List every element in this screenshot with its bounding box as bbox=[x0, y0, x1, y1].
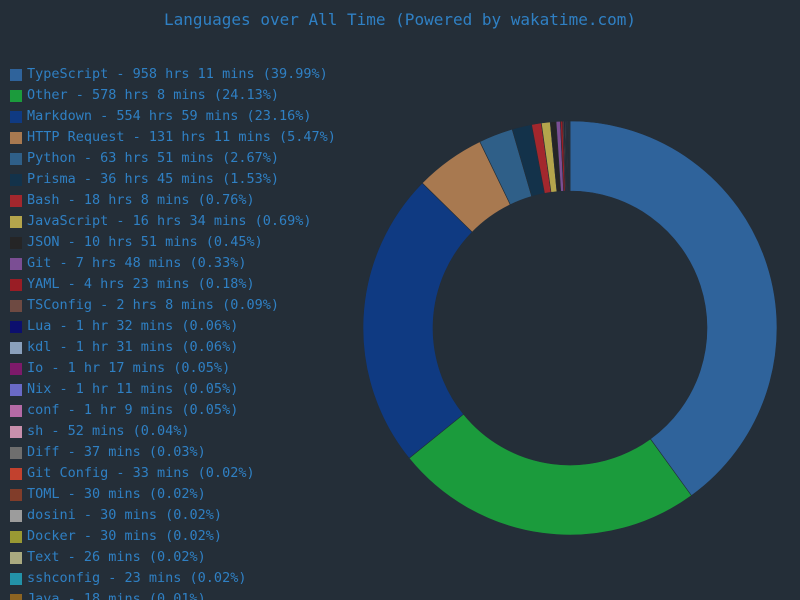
legend-item: Bash - 18 hrs 8 mins (0.76%) bbox=[10, 190, 350, 211]
legend-label: Diff - 37 mins (0.03%) bbox=[27, 444, 206, 460]
legend-label: YAML - 4 hrs 23 mins (0.18%) bbox=[27, 276, 255, 292]
legend-label: HTTP Request - 131 hrs 11 mins (5.47%) bbox=[27, 129, 336, 145]
legend-swatch bbox=[10, 257, 22, 270]
legend-swatch bbox=[10, 341, 22, 354]
legend-item: Java - 18 mins (0.01%) bbox=[10, 589, 350, 600]
legend-swatch bbox=[10, 278, 22, 291]
legend-swatch bbox=[10, 425, 22, 438]
legend-item: Git Config - 33 mins (0.02%) bbox=[10, 463, 350, 484]
donut-slice-markdown bbox=[362, 182, 473, 459]
legend-label: Other - 578 hrs 8 mins (24.13%) bbox=[27, 87, 279, 103]
legend-label: Python - 63 hrs 51 mins (2.67%) bbox=[27, 150, 279, 166]
legend-label: Markdown - 554 hrs 59 mins (23.16%) bbox=[27, 108, 312, 124]
legend-item: Other - 578 hrs 8 mins (24.13%) bbox=[10, 85, 350, 106]
legend-item: Nix - 1 hr 11 mins (0.05%) bbox=[10, 379, 350, 400]
legend-item: Markdown - 554 hrs 59 mins (23.16%) bbox=[10, 106, 350, 127]
donut-slice-other bbox=[408, 413, 692, 536]
legend-item: Io - 1 hr 17 mins (0.05%) bbox=[10, 358, 350, 379]
legend-swatch bbox=[10, 299, 22, 312]
legend-label: Lua - 1 hr 32 mins (0.06%) bbox=[27, 318, 239, 334]
legend-swatch bbox=[10, 194, 22, 207]
legend-label: sh - 52 mins (0.04%) bbox=[27, 423, 190, 439]
legend-swatch bbox=[10, 593, 22, 600]
chart-legend: TypeScript - 958 hrs 11 mins (39.99%) Oth… bbox=[10, 64, 350, 600]
legend-label: Git Config - 33 mins (0.02%) bbox=[27, 465, 255, 481]
legend-item: Prisma - 36 hrs 45 mins (1.53%) bbox=[10, 169, 350, 190]
legend-item: sshconfig - 23 mins (0.02%) bbox=[10, 568, 350, 589]
legend-item: HTTP Request - 131 hrs 11 mins (5.47%) bbox=[10, 127, 350, 148]
legend-item: Diff - 37 mins (0.03%) bbox=[10, 442, 350, 463]
legend-label: TSConfig - 2 hrs 8 mins (0.09%) bbox=[27, 297, 279, 313]
legend-swatch bbox=[10, 362, 22, 375]
legend-swatch bbox=[10, 173, 22, 186]
legend-swatch bbox=[10, 446, 22, 459]
legend-swatch bbox=[10, 404, 22, 417]
legend-label: Bash - 18 hrs 8 mins (0.76%) bbox=[27, 192, 255, 208]
legend-swatch bbox=[10, 89, 22, 102]
legend-item: kdl - 1 hr 31 mins (0.06%) bbox=[10, 337, 350, 358]
legend-item: JSON - 10 hrs 51 mins (0.45%) bbox=[10, 232, 350, 253]
legend-swatch bbox=[10, 320, 22, 333]
legend-swatch bbox=[10, 467, 22, 480]
legend-swatch bbox=[10, 572, 22, 585]
legend-label: Git - 7 hrs 48 mins (0.33%) bbox=[27, 255, 247, 271]
legend-label: JavaScript - 16 hrs 34 mins (0.69%) bbox=[27, 213, 312, 229]
legend-swatch bbox=[10, 530, 22, 543]
legend-label: conf - 1 hr 9 mins (0.05%) bbox=[27, 402, 239, 418]
legend-label: Io - 1 hr 17 mins (0.05%) bbox=[27, 360, 231, 376]
chart-title: Languages over All Time (Powered by waka… bbox=[163, 10, 636, 29]
legend-item: Python - 63 hrs 51 mins (2.67%) bbox=[10, 148, 350, 169]
legend-item: JavaScript - 16 hrs 34 mins (0.69%) bbox=[10, 211, 350, 232]
legend-swatch bbox=[10, 236, 22, 249]
legend-label: kdl - 1 hr 31 mins (0.06%) bbox=[27, 339, 239, 355]
legend-item: Git - 7 hrs 48 mins (0.33%) bbox=[10, 253, 350, 274]
legend-item: sh - 52 mins (0.04%) bbox=[10, 421, 350, 442]
legend-item: TOML - 30 mins (0.02%) bbox=[10, 484, 350, 505]
legend-label: Nix - 1 hr 11 mins (0.05%) bbox=[27, 381, 239, 397]
legend-label: Java - 18 mins (0.01%) bbox=[27, 591, 206, 600]
legend-label: JSON - 10 hrs 51 mins (0.45%) bbox=[27, 234, 263, 250]
legend-item: YAML - 4 hrs 23 mins (0.18%) bbox=[10, 274, 350, 295]
legend-item: dosini - 30 mins (0.02%) bbox=[10, 505, 350, 526]
legend-label: dosini - 30 mins (0.02%) bbox=[27, 507, 223, 523]
legend-swatch bbox=[10, 509, 22, 522]
legend-item: TSConfig - 2 hrs 8 mins (0.09%) bbox=[10, 295, 350, 316]
legend-item: TypeScript - 958 hrs 11 mins (39.99%) bbox=[10, 64, 350, 85]
legend-label: Docker - 30 mins (0.02%) bbox=[27, 528, 223, 544]
legend-label: TOML - 30 mins (0.02%) bbox=[27, 486, 206, 502]
legend-item: Text - 26 mins (0.02%) bbox=[10, 547, 350, 568]
legend-swatch bbox=[10, 383, 22, 396]
legend-swatch bbox=[10, 152, 22, 165]
legend-item: conf - 1 hr 9 mins (0.05%) bbox=[10, 400, 350, 421]
legend-label: Prisma - 36 hrs 45 mins (1.53%) bbox=[27, 171, 279, 187]
legend-swatch bbox=[10, 68, 22, 81]
legend-swatch bbox=[10, 215, 22, 228]
legend-swatch bbox=[10, 488, 22, 501]
legend-swatch bbox=[10, 551, 22, 564]
legend-swatch bbox=[10, 131, 22, 144]
legend-item: Docker - 30 mins (0.02%) bbox=[10, 526, 350, 547]
donut-slice-typescript bbox=[569, 120, 778, 497]
legend-label: sshconfig - 23 mins (0.02%) bbox=[27, 570, 247, 586]
legend-swatch bbox=[10, 110, 22, 123]
legend-label: Text - 26 mins (0.02%) bbox=[27, 549, 206, 565]
legend-label: TypeScript - 958 hrs 11 mins (39.99%) bbox=[27, 66, 328, 82]
legend-item: Lua - 1 hr 32 mins (0.06%) bbox=[10, 316, 350, 337]
